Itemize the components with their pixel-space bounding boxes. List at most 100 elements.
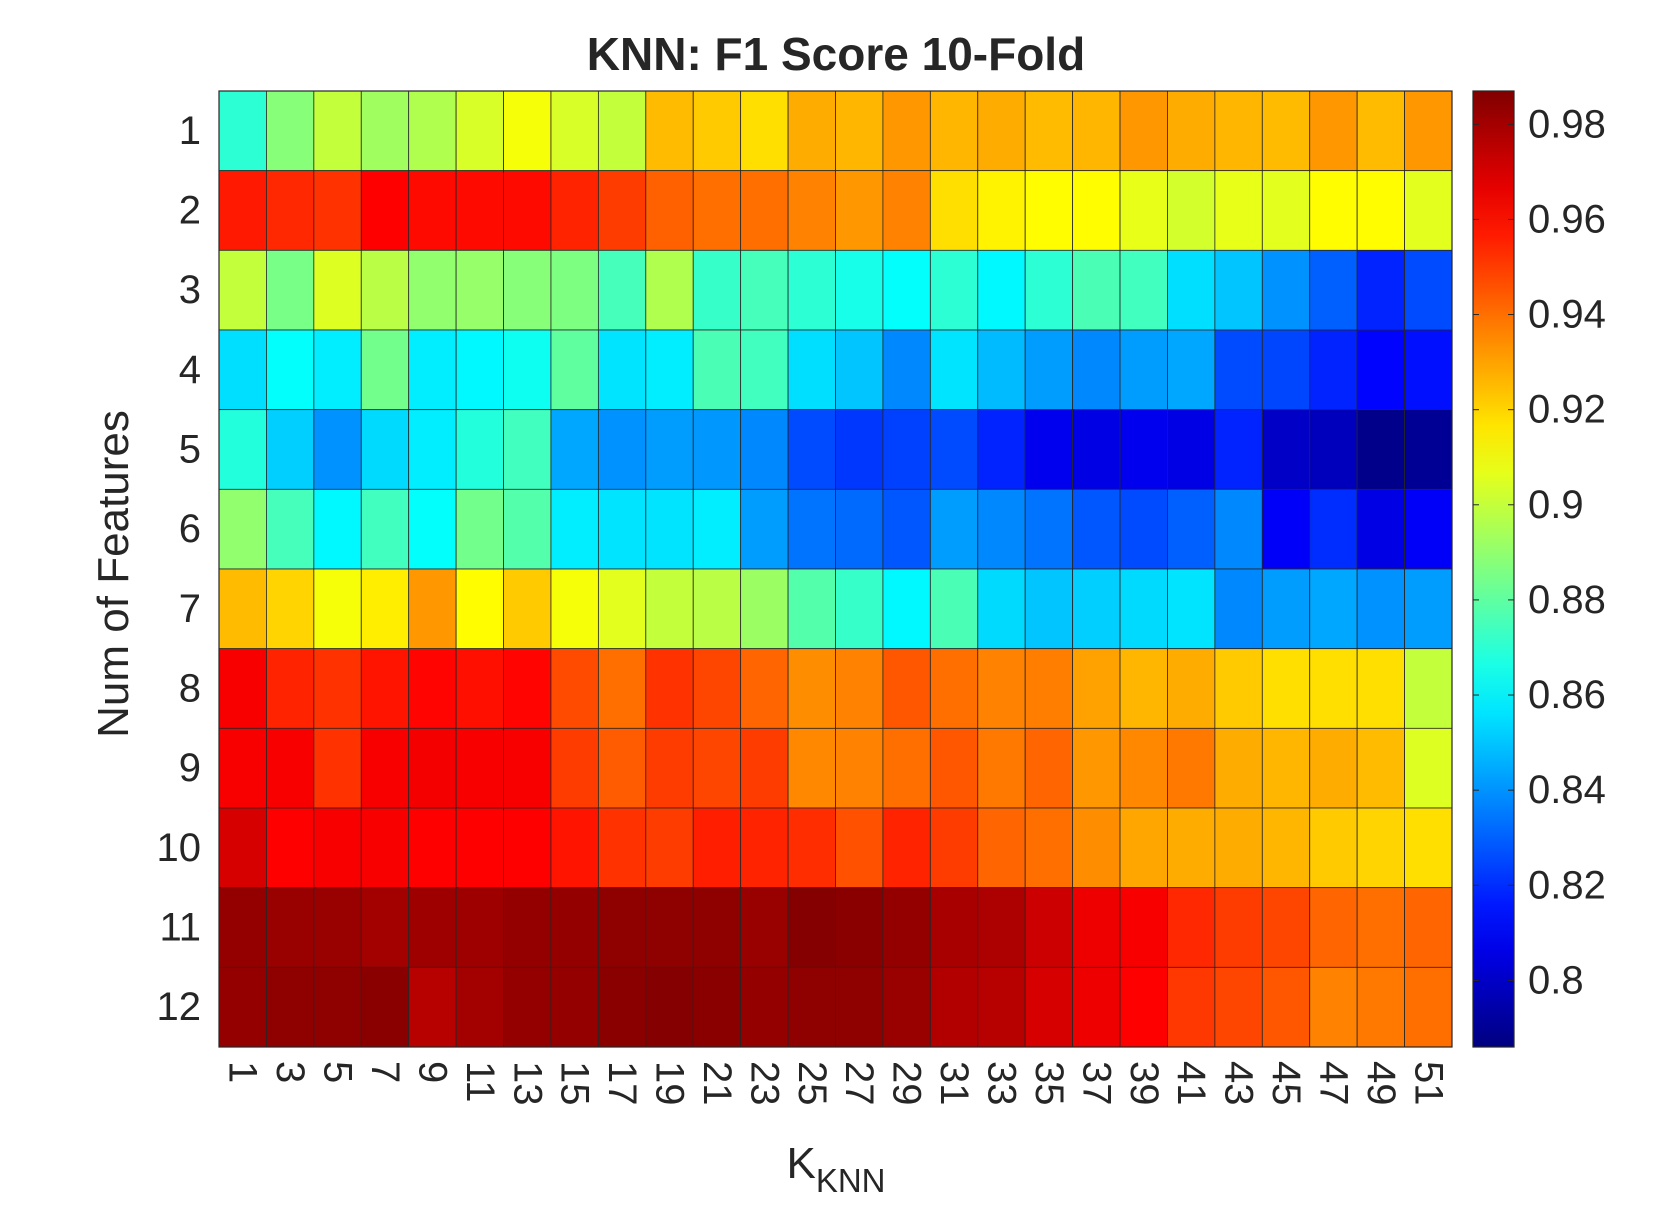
heatmap-cell bbox=[597, 966, 647, 1048]
heatmap-cell bbox=[787, 966, 836, 1048]
heatmap-cell bbox=[692, 807, 742, 889]
heatmap-cell bbox=[1072, 887, 1121, 968]
heatmap-cell bbox=[1214, 90, 1263, 172]
heatmap-cell bbox=[740, 966, 789, 1048]
heatmap-cell bbox=[408, 966, 457, 1048]
x-tick-label: 35 bbox=[1027, 1061, 1071, 1106]
heatmap-cell bbox=[882, 488, 931, 570]
heatmap-cell bbox=[218, 568, 267, 650]
heatmap-cell bbox=[929, 568, 979, 650]
heatmap-cell bbox=[692, 727, 742, 809]
heatmap-cell bbox=[835, 249, 884, 331]
heatmap-cell bbox=[218, 887, 267, 968]
heatmap-cell bbox=[1072, 249, 1121, 331]
heatmap-cell bbox=[1214, 807, 1263, 889]
heatmap-cell bbox=[1404, 249, 1453, 331]
heatmap-cell bbox=[1309, 170, 1358, 251]
heatmap-cell bbox=[550, 807, 599, 889]
heatmap-cell bbox=[503, 170, 552, 251]
heatmap-cell bbox=[929, 329, 979, 411]
heatmap-cell bbox=[597, 727, 647, 809]
heatmap-cell bbox=[882, 648, 931, 729]
heatmap-cell bbox=[1356, 90, 1405, 172]
heatmap-cell bbox=[645, 249, 694, 331]
heatmap-cell bbox=[1167, 249, 1216, 331]
heatmap-cell bbox=[266, 488, 315, 570]
x-tick-label: 37 bbox=[1074, 1061, 1118, 1106]
heatmap-cell bbox=[218, 648, 267, 729]
heatmap-cell bbox=[977, 887, 1026, 968]
heatmap-cell bbox=[360, 90, 410, 172]
heatmap-cell bbox=[1309, 887, 1358, 968]
heatmap-cell bbox=[1356, 966, 1405, 1048]
heatmap-cell bbox=[266, 170, 315, 251]
heatmap-cell bbox=[1309, 488, 1358, 570]
colorbar-tick-label: 0.86 bbox=[1528, 673, 1606, 717]
heatmap-cell bbox=[1309, 807, 1358, 889]
x-tick-label: 23 bbox=[742, 1061, 786, 1106]
x-tick-label: 41 bbox=[1169, 1061, 1213, 1106]
heatmap-cell bbox=[977, 170, 1026, 251]
heatmap-cell bbox=[1356, 409, 1405, 490]
heatmap-cell bbox=[1356, 807, 1405, 889]
heatmap-cell bbox=[977, 727, 1026, 809]
heatmap-cell bbox=[503, 568, 552, 650]
heatmap-cell bbox=[692, 648, 742, 729]
heatmap-cell bbox=[1072, 409, 1121, 490]
heatmap-cell bbox=[550, 409, 599, 490]
colorbar-ticks: 0.8 0.82 0.84 0.86 0.88 0.9 0.92 0.94 0.96 0.98 bbox=[1473, 102, 1606, 1002]
heatmap-cell bbox=[218, 966, 267, 1048]
heatmap-cell bbox=[787, 568, 836, 650]
heatmap-cell bbox=[1356, 887, 1405, 968]
heatmap-cell bbox=[645, 170, 694, 251]
heatmap-cell bbox=[313, 807, 362, 889]
heatmap-cell bbox=[645, 807, 694, 889]
heatmap-cell bbox=[1309, 409, 1358, 490]
heatmap-cell bbox=[1024, 409, 1074, 490]
y-tick-label: 7 bbox=[179, 587, 201, 631]
heatmap-cell bbox=[1309, 966, 1358, 1048]
heatmap-cell bbox=[977, 249, 1026, 331]
heatmap-cell bbox=[1024, 329, 1074, 411]
heatmap-cell bbox=[266, 90, 315, 172]
heatmap-cell bbox=[266, 329, 315, 411]
x-tick-label: 13 bbox=[505, 1061, 549, 1106]
heatmap-cell bbox=[977, 409, 1026, 490]
heatmap-cell bbox=[1356, 249, 1405, 331]
heatmap-cell bbox=[408, 727, 457, 809]
heatmap-cell bbox=[360, 648, 410, 729]
heatmap-cell bbox=[787, 807, 836, 889]
heatmap-cell bbox=[1119, 329, 1168, 411]
heatmap-cell bbox=[1072, 329, 1121, 411]
heatmap-cell bbox=[266, 249, 315, 331]
heatmap-cell bbox=[1404, 727, 1453, 809]
y-tick-label: 4 bbox=[179, 348, 201, 392]
heatmap-cell bbox=[977, 90, 1026, 172]
heatmap-cell bbox=[882, 170, 931, 251]
heatmap-cell bbox=[1356, 488, 1405, 570]
heatmap-cell bbox=[408, 648, 457, 729]
heatmap-cell bbox=[1024, 488, 1074, 570]
heatmap-cell bbox=[266, 807, 315, 889]
heatmap-cell bbox=[929, 727, 979, 809]
heatmap-cell bbox=[882, 807, 931, 889]
x-tick-label: 47 bbox=[1311, 1061, 1355, 1106]
heatmap-cell bbox=[218, 409, 267, 490]
heatmap-cell bbox=[360, 727, 410, 809]
heatmap-cell bbox=[929, 966, 979, 1048]
heatmap-cell bbox=[645, 966, 694, 1048]
heatmap-cell bbox=[550, 170, 599, 251]
heatmap-cell bbox=[1119, 90, 1168, 172]
heatmap-cell bbox=[503, 807, 552, 889]
heatmap-cell bbox=[787, 90, 836, 172]
heatmap-cell bbox=[503, 727, 552, 809]
heatmap-cell bbox=[1261, 966, 1311, 1048]
heatmap-cell bbox=[645, 887, 694, 968]
heatmap-cell bbox=[835, 488, 884, 570]
y-tick-label: 6 bbox=[179, 507, 201, 551]
heatmap-cell bbox=[692, 887, 742, 968]
heatmap-cell bbox=[1072, 90, 1121, 172]
heatmap-cell bbox=[1024, 568, 1074, 650]
heatmap-cell bbox=[597, 329, 647, 411]
heatmap-cell bbox=[313, 329, 362, 411]
